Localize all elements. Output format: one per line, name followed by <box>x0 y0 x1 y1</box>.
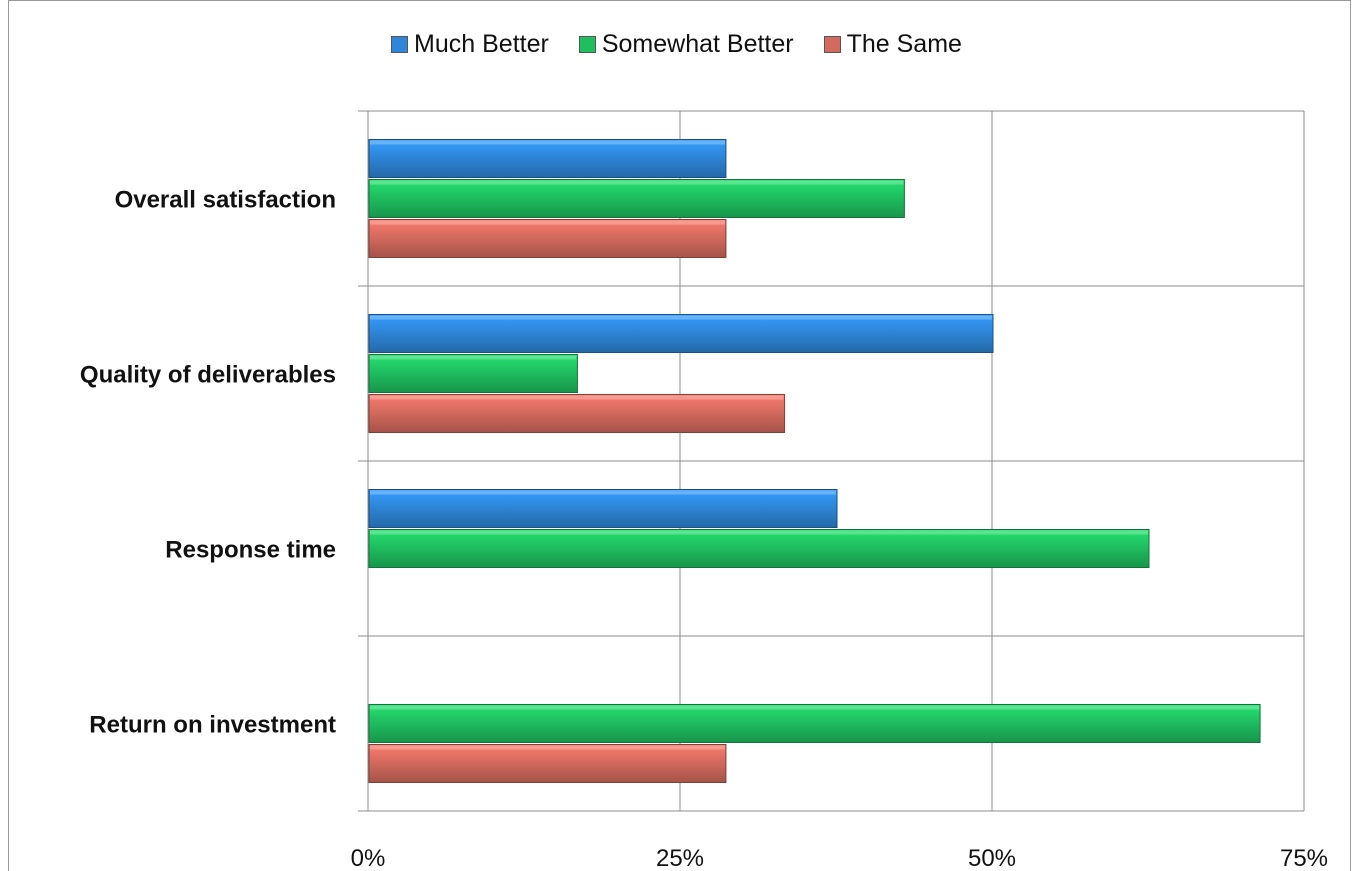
bar-highlight-0-0 <box>370 140 725 145</box>
legend-swatch-much-better <box>391 36 409 53</box>
legend-item-the-same: The Same <box>823 30 962 59</box>
legend-item-much-better: Much Better <box>391 30 549 59</box>
bar-somewhat-better-1 <box>368 354 578 393</box>
bar-highlight-1-0 <box>370 180 904 185</box>
bar-highlight-2-1 <box>370 395 784 400</box>
bar-the-same-0 <box>368 219 727 258</box>
bar-the-same-3 <box>368 744 727 783</box>
x-tick-label-3: 75% <box>1280 845 1328 871</box>
legend: Much Better Somewhat Better The Same <box>0 30 1353 59</box>
x-tick-label-2: 50% <box>968 845 1016 871</box>
x-tick-label-1: 25% <box>656 845 704 871</box>
bar-somewhat-better-3 <box>368 704 1261 743</box>
labels: Overall satisfaction Quality of deliverab… <box>80 187 1328 871</box>
bar-highlight-1-3 <box>370 705 1260 710</box>
x-tick-label-0: 0% <box>351 845 386 871</box>
bar-highlight-1-2 <box>370 530 1148 535</box>
bar-highlight-2-3 <box>370 745 725 750</box>
legend-label-the-same: The Same <box>846 30 962 58</box>
category-label-2: Response time <box>165 537 336 564</box>
legend-swatch-the-same <box>823 36 841 53</box>
bar-highlight-0-1 <box>370 315 992 320</box>
category-label-3: Return on investment <box>89 712 336 739</box>
legend-label-somewhat-better: Somewhat Better <box>601 30 794 58</box>
bar-much-better-2 <box>368 489 838 528</box>
bar-much-better-0 <box>368 139 727 178</box>
category-label-0: Overall satisfaction <box>115 187 336 214</box>
bar-somewhat-better-2 <box>368 529 1150 568</box>
bar-much-better-1 <box>368 314 994 353</box>
bar-highlight-0-2 <box>370 490 836 495</box>
legend-swatch-somewhat-better <box>578 36 596 53</box>
bar-somewhat-better-0 <box>368 179 905 218</box>
bars <box>368 139 1261 783</box>
legend-item-somewhat-better: Somewhat Better <box>578 30 794 59</box>
bar-the-same-1 <box>368 394 786 433</box>
bar-highlight-2-0 <box>370 220 725 225</box>
category-label-1: Quality of deliverables <box>80 362 336 389</box>
legend-label-much-better: Much Better <box>414 30 549 58</box>
bar-highlight-1-1 <box>370 355 577 360</box>
